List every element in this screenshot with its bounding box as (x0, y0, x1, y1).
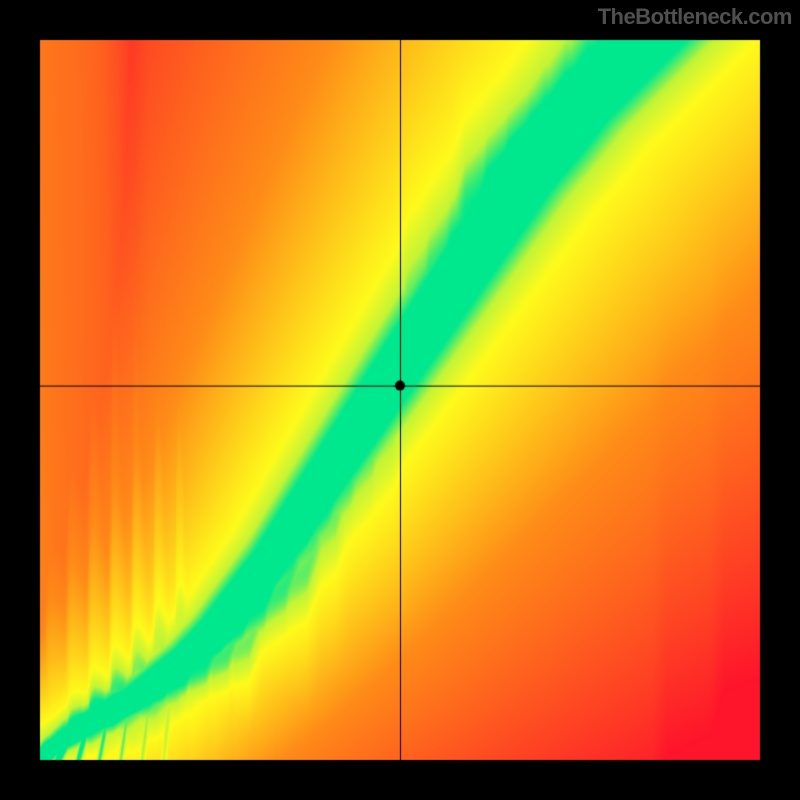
watermark-text: TheBottleneck.com (598, 4, 792, 30)
bottleneck-heatmap (0, 0, 800, 800)
chart-container: TheBottleneck.com (0, 0, 800, 800)
